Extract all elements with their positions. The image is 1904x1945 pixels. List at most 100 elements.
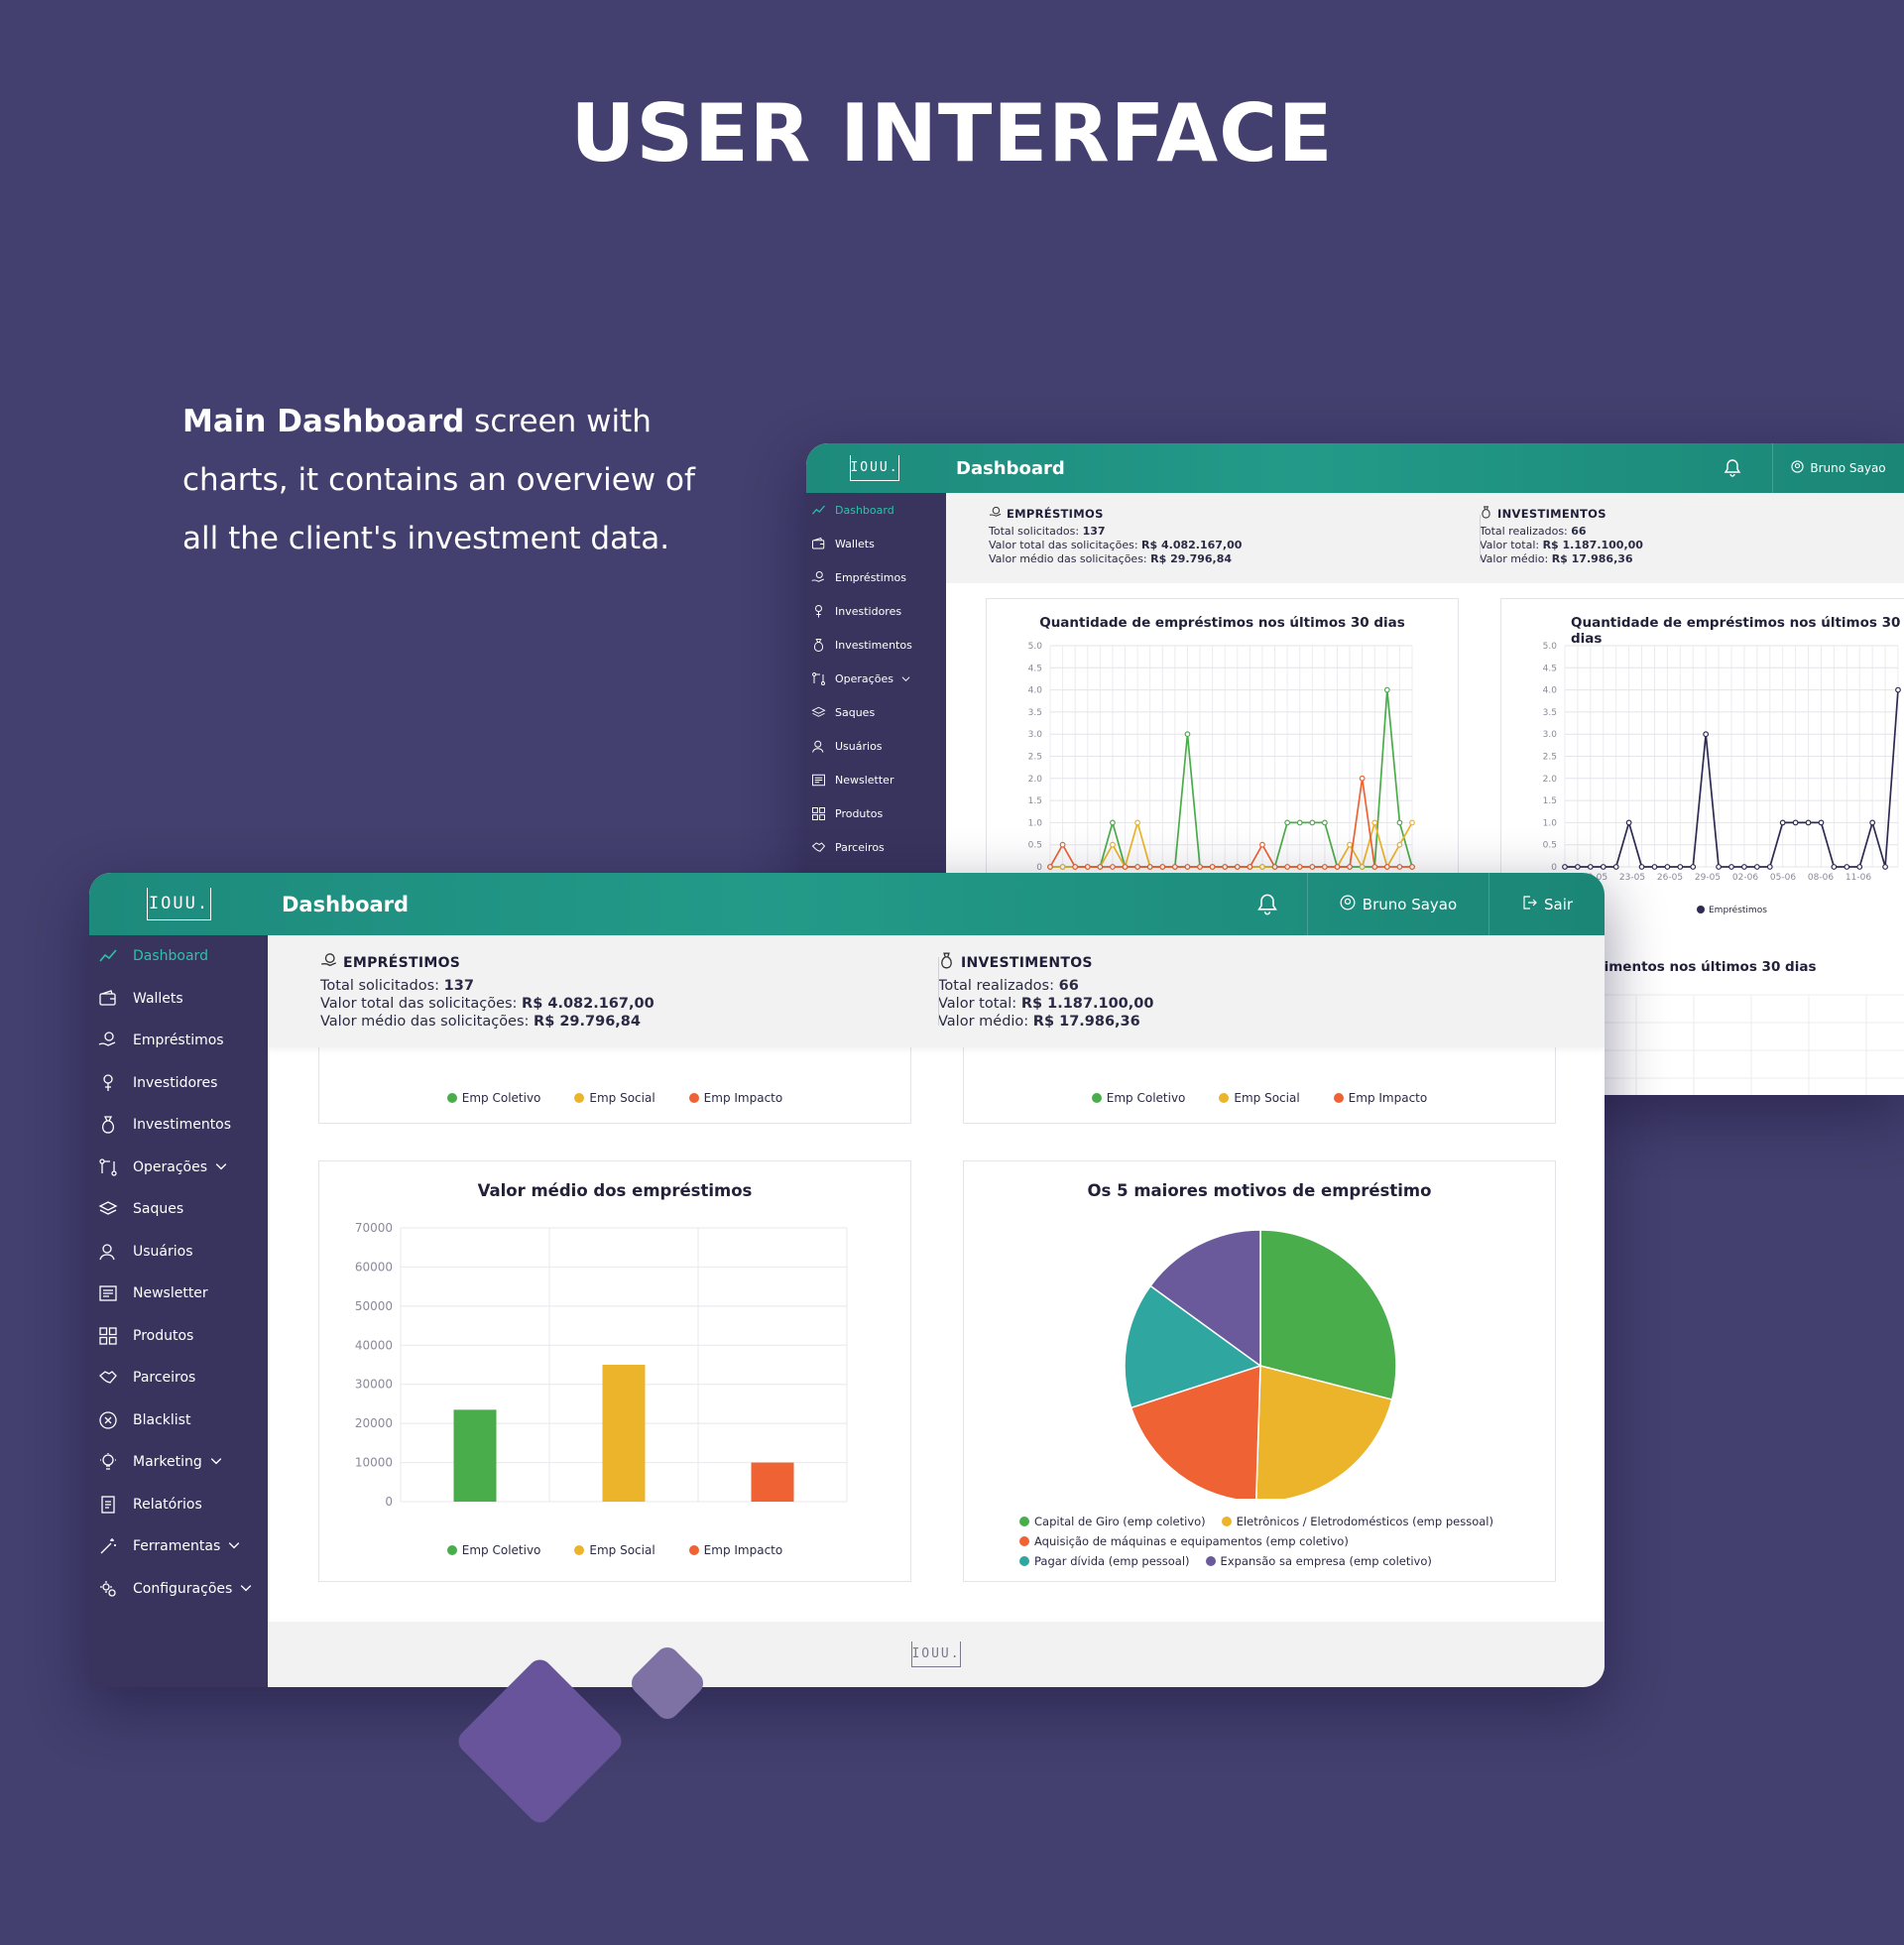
data-point[interactable] [1587,864,1594,870]
data-point[interactable] [1110,819,1116,826]
data-point[interactable] [1184,864,1191,870]
sidebar-item-produtos[interactable]: Produtos [89,1315,268,1358]
legend-item[interactable]: Emp Impacto [688,1543,782,1557]
logout-button[interactable]: Sair [1488,873,1605,935]
data-point[interactable] [1396,841,1403,848]
data-point[interactable] [1122,864,1129,870]
data-point[interactable] [1259,864,1265,870]
data-point[interactable] [1651,864,1658,870]
sidebar-item-parceiros[interactable]: Parceiros [89,1357,268,1399]
legend-item[interactable]: Aquisição de máquinas e equipamentos (em… [1019,1531,1349,1551]
data-point[interactable] [1321,864,1328,870]
data-point[interactable] [1371,819,1378,826]
data-point[interactable] [1197,864,1203,870]
legend-item[interactable]: Expansão sa empresa (emp coletivo) [1205,1551,1432,1571]
data-point[interactable] [1753,864,1760,870]
chevron-down-icon[interactable] [215,1159,227,1175]
logo[interactable]: IOUU. [147,888,211,920]
sidebar-item-usuarios[interactable]: Usuários [806,729,946,763]
data-point[interactable] [1084,864,1091,870]
sidebar-item-saques[interactable]: Saques [806,695,946,729]
data-point[interactable] [1409,819,1415,826]
sidebar-item-configuracoes[interactable]: Configurações [89,1568,268,1611]
sidebar-item-ferramentas[interactable]: Ferramentas [89,1525,268,1568]
data-point[interactable] [1612,864,1619,870]
data-point[interactable] [1383,864,1390,870]
data-point[interactable] [1110,864,1116,870]
data-point[interactable] [1716,864,1722,870]
legend-item[interactable]: Emp Social [574,1091,655,1105]
data-point[interactable] [1334,864,1341,870]
data-point[interactable] [1321,819,1328,826]
notifications-bell-icon[interactable] [1693,443,1772,493]
data-point[interactable] [1296,819,1303,826]
data-point[interactable] [1247,864,1253,870]
sidebar-item-operacoes[interactable]: Operações [806,662,946,695]
legend-item[interactable]: Emp Coletivo [446,1543,540,1557]
chevron-down-icon[interactable] [240,1581,252,1597]
chevron-down-icon[interactable] [901,672,910,685]
data-point[interactable] [1664,864,1671,870]
pie-slice[interactable] [1124,1284,1262,1409]
sidebar-item-wallets[interactable]: Wallets [89,978,268,1021]
bar[interactable] [602,1365,646,1502]
data-point[interactable] [1396,819,1403,826]
user-menu[interactable]: Bruno Sayao [1772,443,1904,493]
sidebar-item-parceiros[interactable]: Parceiros [806,830,946,864]
data-point[interactable] [1309,864,1316,870]
data-point[interactable] [1703,731,1710,738]
data-point[interactable] [1831,864,1838,870]
sidebar-item-emprestimos[interactable]: Empréstimos [89,1020,268,1062]
data-point[interactable] [1347,841,1353,848]
legend-item[interactable]: Emp Coletivo [1091,1091,1185,1105]
data-point[interactable] [1347,864,1353,870]
chevron-down-icon[interactable] [210,1454,222,1470]
legend-item[interactable]: Emp Social [574,1543,655,1557]
data-point[interactable] [1409,864,1415,870]
data-point[interactable] [1134,864,1141,870]
data-point[interactable] [1184,731,1191,738]
bar[interactable] [453,1409,497,1502]
legend-item[interactable]: Capital de Giro (emp coletivo) [1019,1512,1206,1531]
data-point[interactable] [1222,864,1229,870]
data-point[interactable] [1766,864,1773,870]
data-point[interactable] [1600,864,1606,870]
legend-item[interactable]: Emp Social [1219,1091,1300,1105]
data-point[interactable] [1844,864,1850,870]
legend-item[interactable]: Emp Impacto [688,1091,782,1105]
legend-item[interactable]: Pagar dívida (emp pessoal) [1019,1551,1190,1571]
data-point[interactable] [1284,864,1291,870]
data-point[interactable] [1677,864,1684,870]
data-point[interactable] [1805,819,1812,826]
data-point[interactable] [1690,864,1697,870]
data-point[interactable] [1134,819,1141,826]
data-point[interactable] [1741,864,1747,870]
data-point[interactable] [1271,864,1278,870]
data-point[interactable] [1296,864,1303,870]
data-point[interactable] [1110,841,1116,848]
data-point[interactable] [1209,864,1216,870]
pie-slice[interactable] [1255,1365,1393,1499]
data-point[interactable] [1396,864,1403,870]
sidebar-item-emprestimos[interactable]: Empréstimos [806,560,946,594]
sidebar-item-saques[interactable]: Saques [89,1188,268,1231]
pie-slice[interactable] [1130,1364,1261,1499]
sidebar-item-investidores[interactable]: Investidores [89,1062,268,1105]
data-point[interactable] [1146,864,1153,870]
data-point[interactable] [1779,819,1786,826]
data-point[interactable] [1882,864,1888,870]
data-point[interactable] [1047,864,1053,870]
data-point[interactable] [1359,864,1366,870]
logo[interactable]: IOUU. [850,455,899,481]
data-point[interactable] [1059,864,1066,870]
data-point[interactable] [1309,819,1316,826]
data-point[interactable] [1371,864,1378,870]
sidebar-item-newsletter[interactable]: Newsletter [806,763,946,796]
bar[interactable] [751,1462,794,1502]
data-point[interactable] [1625,819,1632,826]
sidebar-item-operacoes[interactable]: Operações [89,1147,268,1189]
data-point[interactable] [1284,819,1291,826]
sidebar-item-investimentos[interactable]: Investimentos [806,628,946,662]
data-point[interactable] [1234,864,1241,870]
notifications-bell-icon[interactable] [1228,873,1307,935]
